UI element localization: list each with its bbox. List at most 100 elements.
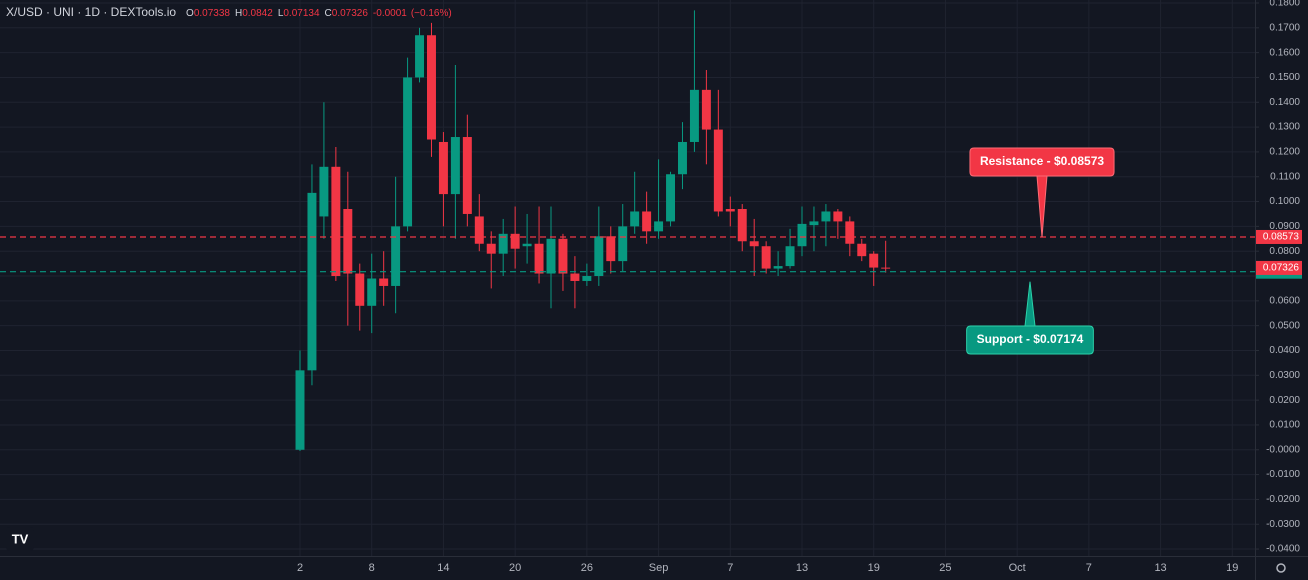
annotation-box	[969, 147, 1115, 238]
x-tick-label: 20	[509, 562, 521, 574]
change-percent: (−0.16%)	[411, 8, 452, 19]
candle-body	[486, 243, 496, 254]
candle-body	[295, 370, 305, 450]
candle-body	[654, 221, 664, 232]
grid	[0, 0, 1255, 556]
candle-body	[403, 77, 413, 227]
price-tag-label: 0.08573	[1263, 232, 1300, 243]
candle-body	[642, 211, 652, 232]
candle-body	[677, 141, 687, 175]
ohlc-value: 0.0842	[242, 8, 273, 19]
candle-body	[474, 216, 484, 244]
candle-body	[510, 233, 520, 249]
y-tick-label: 0.1400	[1269, 97, 1300, 108]
candle-body	[630, 211, 640, 227]
candle-body	[881, 267, 891, 269]
y-tick-label: 0.1100	[1270, 171, 1300, 182]
ohlc-key: C	[325, 8, 332, 19]
candle-body	[857, 243, 867, 257]
ohlc-key: O	[186, 8, 194, 19]
x-tick-label: Oct	[1009, 562, 1026, 574]
x-tick-label: 25	[939, 562, 951, 574]
candle-body	[618, 226, 628, 262]
x-tick-label: 2	[297, 562, 303, 574]
x-tick-label: 26	[581, 562, 593, 574]
change: -0.0001	[373, 8, 407, 19]
header: X/USD · UNI · 1D · DEXTools.io O0.07338 H0…	[6, 5, 452, 19]
candle-body	[498, 233, 508, 254]
y-tick-label: 0.0300	[1269, 370, 1300, 381]
candle-body	[331, 166, 341, 277]
y-tick-label: 0.1000	[1269, 196, 1300, 207]
ohlc-key: H	[235, 8, 242, 19]
ohlc-value: 0.07134	[283, 8, 320, 19]
annotation-box	[966, 281, 1094, 355]
y-tick-label: -0.0100	[1266, 469, 1300, 480]
annotation-label: Support - $0.07174	[977, 332, 1084, 346]
y-tick-label: 0.0500	[1269, 320, 1300, 331]
y-tick-label: -0.0300	[1266, 519, 1300, 530]
candle-body	[343, 208, 353, 274]
price-tag	[1256, 229, 1302, 244]
candle-body	[797, 223, 807, 247]
y-tick-label: 0.0100	[1269, 420, 1300, 431]
x-tick-label: Sep	[649, 562, 669, 574]
y-tick-label: 0.1200	[1269, 147, 1300, 158]
candle-body	[773, 266, 783, 269]
x-tick-label: 19	[868, 562, 880, 574]
candle-body	[355, 273, 365, 306]
y-tick-label: 0.0900	[1269, 221, 1300, 232]
candle-body	[546, 238, 556, 274]
candle-body	[426, 35, 436, 140]
y-tick-label: 0.1600	[1269, 47, 1300, 58]
candle-body	[379, 278, 389, 286]
candle-body	[725, 208, 735, 212]
title: X/USD · UNI · 1D · DEXTools.io	[6, 5, 176, 19]
x-tick-label: 7	[1086, 562, 1092, 574]
candle-body	[737, 208, 747, 242]
candle-body	[522, 243, 532, 247]
price-tag	[1256, 260, 1302, 275]
candle-body	[558, 238, 568, 274]
candle-body	[713, 129, 723, 212]
ohlc-value: 0.07326	[332, 8, 369, 19]
candle-body	[319, 166, 329, 217]
svg-text:TV: TV	[12, 531, 29, 546]
candle-body	[438, 141, 448, 195]
y-tick-label: 0.1800	[1269, 0, 1300, 9]
y-tick-label: -0.0400	[1266, 544, 1300, 555]
candle-body	[833, 211, 843, 222]
plot	[0, 10, 1255, 452]
x-tick-label: 13	[796, 562, 808, 574]
candle-body	[594, 236, 604, 277]
resistance-annotation: Resistance - $0.08573	[969, 147, 1115, 238]
candle-body	[785, 246, 795, 267]
y-tick-label: 0.1300	[1269, 122, 1300, 133]
candle-body	[749, 241, 759, 247]
candle-body	[606, 236, 616, 262]
candle-body	[307, 192, 317, 371]
y-tick-label: -0.0000	[1266, 444, 1300, 455]
annotation-label: Resistance - $0.08573	[980, 154, 1104, 168]
tv-logo: TV	[6, 527, 34, 551]
candle-body	[701, 89, 711, 130]
candle-body	[462, 137, 472, 214]
candle-body	[582, 276, 592, 281]
ohlc-value: 0.07338	[194, 8, 231, 19]
candle-body	[666, 174, 676, 222]
candle-body	[391, 226, 401, 286]
y-tick-label: 0.0200	[1269, 395, 1300, 406]
candle-body	[534, 243, 544, 274]
y-tick-label: 0.0600	[1269, 295, 1300, 306]
settings-icon[interactable]	[1276, 563, 1286, 573]
candle-body	[570, 273, 580, 281]
y-tick-label: -0.0200	[1266, 494, 1300, 505]
y-tick-label: 0.0400	[1269, 345, 1300, 356]
price-tag-label: 0.07326	[1263, 263, 1300, 274]
x-tick-label: 8	[369, 562, 375, 574]
y-tick-label: 0.1500	[1269, 72, 1300, 83]
candle-body	[689, 89, 699, 142]
